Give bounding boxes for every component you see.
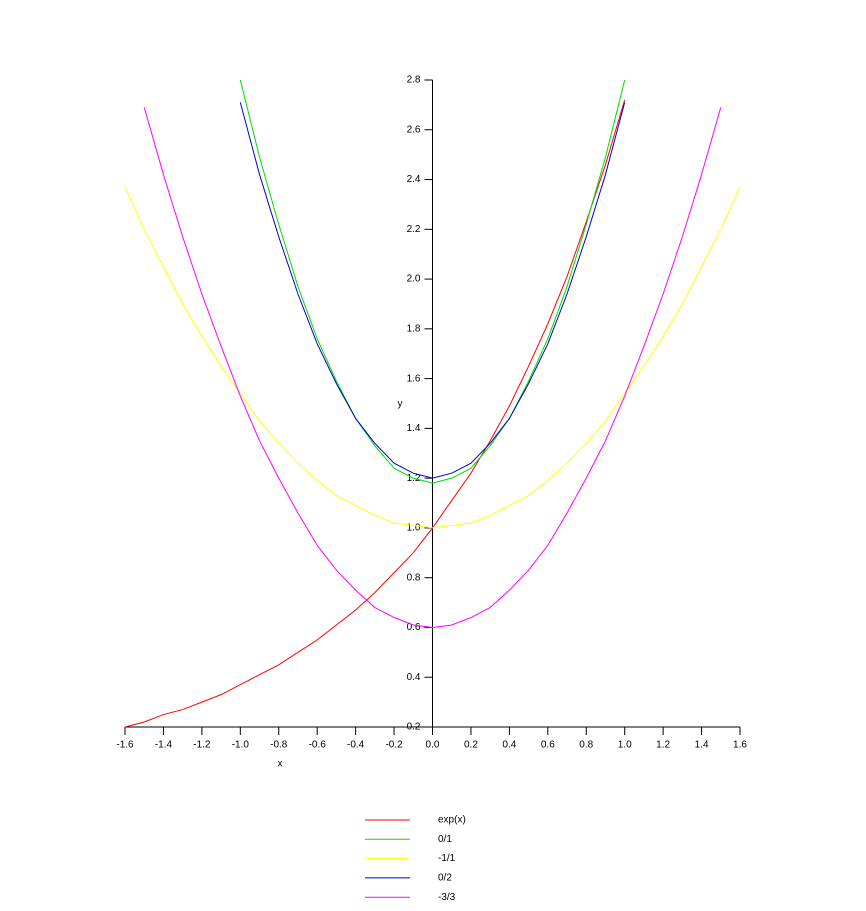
x-tick-label: -1.6 <box>116 740 134 751</box>
x-tick-label: 1.2 <box>656 740 670 751</box>
x-tick-label: -0.4 <box>347 740 365 751</box>
y-axis-label: y <box>398 399 403 410</box>
legend-label: exp(x) <box>438 815 466 826</box>
legend-label: -3/3 <box>438 892 456 903</box>
x-tick-label: 0.2 <box>464 740 478 751</box>
x-tick-label: 1.4 <box>695 740 709 751</box>
x-tick-label: -1.2 <box>193 740 211 751</box>
y-tick-label: 0.8 <box>407 572 421 583</box>
x-tick-label: 0.0 <box>426 740 440 751</box>
x-tick-label: 1.0 <box>618 740 632 751</box>
series-line <box>239 102 626 479</box>
y-tick-label: 0.4 <box>407 672 421 683</box>
y-tick-label: 2.0 <box>407 274 421 285</box>
y-tick-label: 0.2 <box>407 722 421 733</box>
x-tick-label: 1.6 <box>733 740 747 751</box>
y-tick-label: 1.8 <box>407 323 421 334</box>
y-tick-label: 1.4 <box>407 423 421 434</box>
y-tick-label: 1.0 <box>407 523 421 534</box>
series-line <box>124 186 741 529</box>
x-tick-label: -0.2 <box>385 740 403 751</box>
y-tick-label: 1.6 <box>407 373 421 384</box>
y-tick-label: 2.6 <box>407 124 421 135</box>
y-tick-label: 0.6 <box>407 622 421 633</box>
x-tick-label: 0.8 <box>579 740 593 751</box>
y-tick-label: 2.8 <box>407 75 421 86</box>
y-tick-label: 2.4 <box>407 174 421 185</box>
y-tick-label: 2.2 <box>407 224 421 235</box>
series-line <box>239 79 626 484</box>
x-tick-label: -0.8 <box>270 740 288 751</box>
series-line <box>143 107 722 628</box>
legend-label: -1/1 <box>438 853 456 864</box>
legend-label: 0/2 <box>438 873 452 884</box>
x-tick-label: -0.6 <box>309 740 327 751</box>
x-axis-label: x <box>278 759 283 770</box>
legend-label: 0/1 <box>438 834 452 845</box>
x-tick-label: -1.4 <box>155 740 173 751</box>
x-tick-label: 0.6 <box>541 740 555 751</box>
x-tick-label: -1.0 <box>232 740 250 751</box>
series-line <box>124 99 626 728</box>
x-tick-label: 0.4 <box>502 740 516 751</box>
